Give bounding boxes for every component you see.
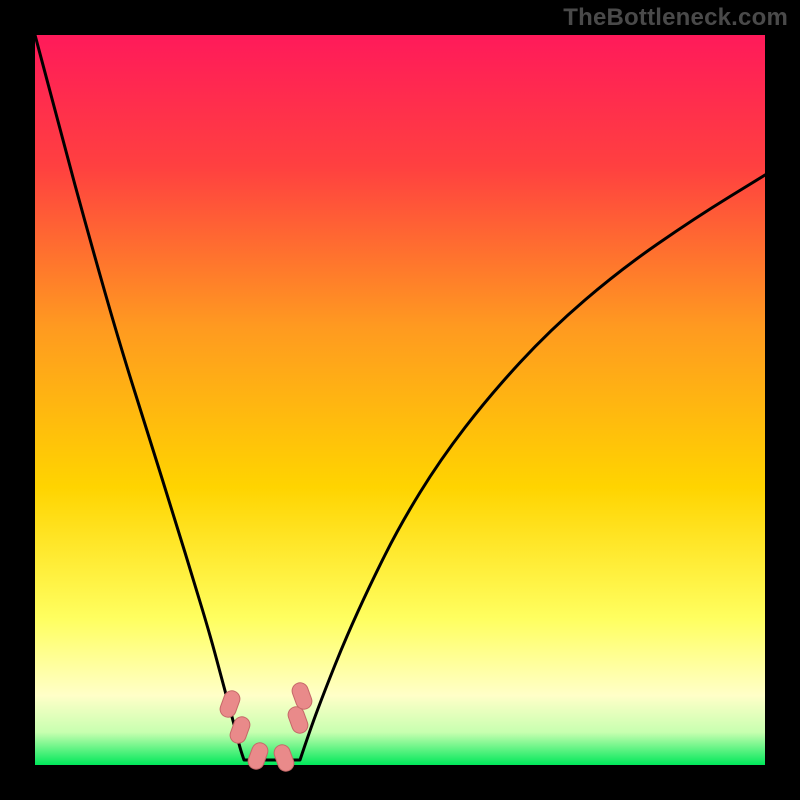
outer-frame: TheBottleneck.com [0, 0, 800, 800]
plot-area [35, 35, 765, 765]
data-marker [227, 714, 253, 746]
data-marker [271, 742, 297, 774]
data-marker [217, 688, 243, 720]
markers-layer [35, 35, 765, 765]
watermark-text: TheBottleneck.com [563, 4, 788, 32]
data-marker [245, 740, 271, 772]
